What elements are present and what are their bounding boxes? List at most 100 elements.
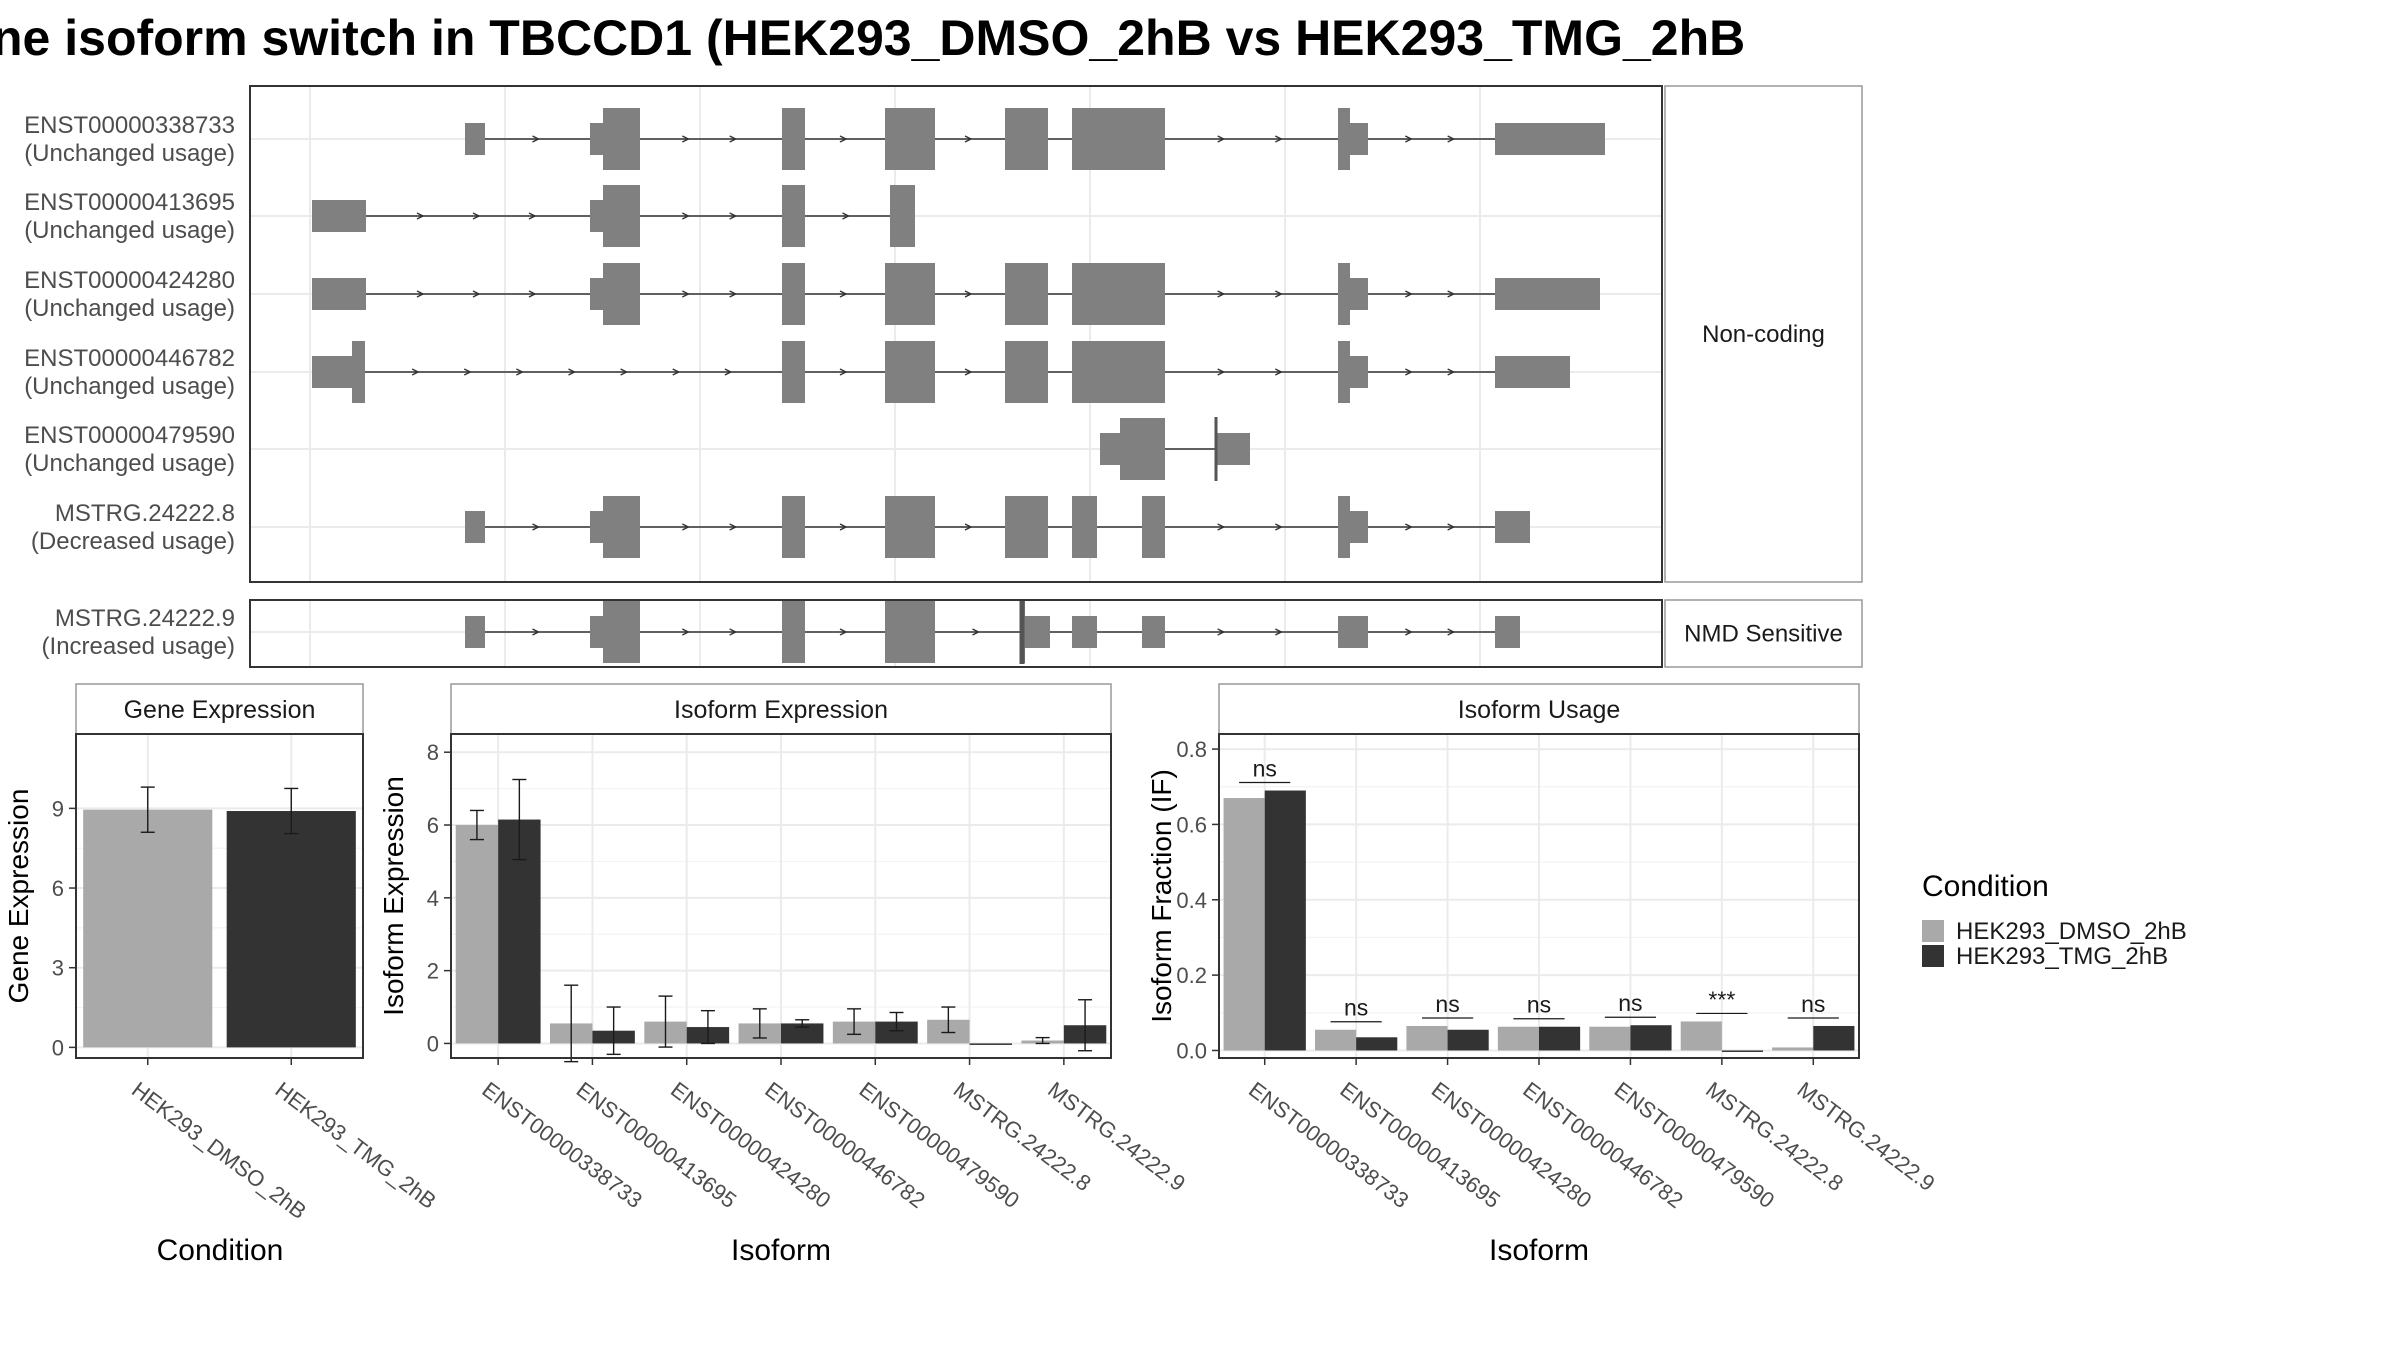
exon [1338,263,1350,325]
y-tick-label: 4 [427,886,439,911]
chart-gene-expression: Gene Expression0369HEK293_DMSO_2hBHEK293… [3,683,441,1267]
y-tick-label: 6 [427,813,439,838]
structure-group-nmd-sensitive: MSTRG.24222.9(Increased usage) NMD Sensit… [42,599,1863,668]
exon [312,356,352,388]
bar [1680,1021,1722,1051]
y-axis-title: Gene Expression [3,789,34,1004]
intron-arrow [1217,523,1226,531]
intron-arrow [516,368,524,376]
intron-arrow [463,368,472,376]
y-tick-label: 0.4 [1176,888,1207,913]
exon [590,616,603,648]
intron-arrow [472,290,481,298]
intron-arrow [672,368,681,376]
intron-arrow [1405,368,1413,376]
exon [603,108,640,170]
exon [590,200,603,232]
significance-label: ns [1527,992,1551,1018]
y-tick-label: 6 [52,876,64,901]
structure-panel-bg [250,600,1662,667]
intron-arrow [724,368,733,376]
bar [1406,1025,1448,1051]
intron-arrow [1447,290,1456,298]
intron-arrow [1217,290,1226,298]
x-axis-title: Isoform [731,1234,831,1267]
exon [1350,123,1368,155]
transcript-id-label: MSTRG.24222.9 [55,605,235,632]
transcript-row: MSTRG.24222.9(Increased usage) [42,600,1662,664]
exon [1005,263,1048,325]
legend-swatch [1922,945,1944,967]
intron-arrow [472,212,481,220]
exon [885,341,935,403]
intron-arrow [964,523,973,531]
panel-strip [75,683,364,735]
intron-arrow [532,135,541,143]
exon [590,123,603,155]
exon [782,263,805,325]
bar [1589,1026,1631,1051]
exon [782,496,805,558]
intron-arrow [839,290,848,298]
intron-arrow [528,290,537,298]
bar [1813,1025,1855,1051]
exon [1350,511,1368,543]
bar [1264,790,1306,1051]
intron-arrow [411,368,420,376]
intron-arrow [682,628,690,636]
intron-arrow [1405,628,1413,636]
exon [885,496,935,558]
exon [1142,616,1165,648]
intron-arrow [839,628,848,636]
x-axis-title: Condition [157,1234,284,1267]
transcript-usage-label: (Increased usage) [42,633,235,660]
intron-arrow [682,290,690,298]
x-tick-label: ENST00000338733 [478,1077,647,1213]
legend-title: Condition [1922,870,2049,903]
transcript-id-label: MSTRG.24222.8 [55,500,235,527]
intron-arrow [839,523,848,531]
transcript-row: MSTRG.24222.8(Decreased usage) [31,496,1662,558]
exon [1350,278,1368,310]
bar [1356,1037,1398,1051]
bar-chart-panels: Gene Expression0369HEK293_DMSO_2hBHEK293… [3,683,1940,1267]
y-tick-label: 0.6 [1176,812,1207,837]
exon [1338,496,1350,558]
intron-arrow [1275,523,1283,531]
exon [1005,108,1048,170]
exon [1495,616,1520,648]
panel-strip [1218,683,1860,735]
transcript-id-label: ENST00000424280 [24,267,235,294]
exon [1120,418,1165,480]
intron-arrow [964,135,973,143]
structure-panel-bg [250,86,1662,582]
y-axis-title: Isoform Expression [378,776,409,1016]
exon [465,616,485,648]
group-strip-label: Non-coding [1702,321,1825,348]
bar [1772,1047,1814,1051]
exon [590,278,603,310]
exon [1338,108,1350,170]
intron-arrow [1275,628,1283,636]
significance-label: ns [1253,756,1277,782]
exon [1338,341,1350,403]
exon [1350,356,1368,388]
bar [226,811,356,1048]
exon [1072,616,1097,648]
intron-arrow [729,523,738,531]
transcript-id-label: ENST00000479590 [24,422,235,449]
x-tick-label: ENST00000338733 [1244,1077,1413,1213]
intron-arrow [1405,135,1413,143]
exon [1005,341,1048,403]
significance-label: *** [1708,986,1735,1012]
exon [1495,123,1605,155]
intron-arrow [729,628,738,636]
intron-arrow [972,628,981,636]
intron-arrow [729,135,738,143]
intron-arrow [682,523,690,531]
x-axis-title: Isoform [1489,1234,1589,1267]
y-tick-label: 0 [52,1035,64,1060]
x-tick-label: ENST00000446782 [1518,1077,1687,1213]
y-axis-title: Isoform Fraction (IF) [1146,769,1177,1023]
